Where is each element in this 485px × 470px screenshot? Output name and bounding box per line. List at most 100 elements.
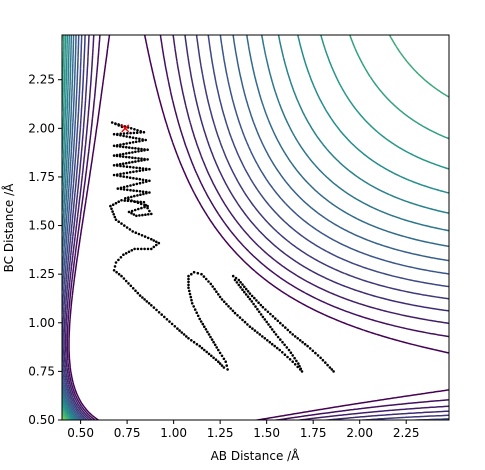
trajectory-point <box>213 287 216 291</box>
trajectory-point <box>132 131 136 135</box>
trajectory-point <box>190 339 193 342</box>
contour-level <box>62 414 66 420</box>
trajectory-point <box>134 231 138 234</box>
trajectory-point <box>207 352 211 356</box>
trajectory-point <box>253 296 256 300</box>
contour-level <box>66 35 449 420</box>
trajectory-point <box>135 177 138 180</box>
trajectory-point <box>250 300 254 303</box>
x-tick-label: 1.00 <box>160 426 187 440</box>
trajectory-point <box>141 139 144 142</box>
trajectory-point <box>281 351 284 354</box>
trajectory-point <box>248 325 252 329</box>
trajectory-point <box>209 335 212 339</box>
trajectory-point <box>127 250 131 254</box>
trajectory-point <box>187 277 190 281</box>
trajectory-point <box>214 358 218 362</box>
trajectory-point <box>120 199 123 202</box>
start-marker-stroke <box>121 124 130 133</box>
trajectory-point <box>148 179 151 183</box>
trajectory-point <box>326 363 329 367</box>
trajectory-point <box>124 279 128 283</box>
trajectory-point <box>243 285 246 289</box>
trajectory-point <box>120 222 123 225</box>
trajectory-point <box>136 129 139 132</box>
trajectory-point <box>134 150 137 154</box>
trajectory-point <box>148 191 151 194</box>
trajectory-point <box>246 290 250 293</box>
trajectory-point <box>119 174 122 178</box>
trajectory-point <box>190 302 194 305</box>
trajectory-point <box>268 340 272 344</box>
trajectory-point <box>209 282 213 286</box>
trajectory-point <box>118 153 122 156</box>
trajectory-point <box>279 321 282 325</box>
trajectory-point <box>316 354 320 357</box>
trajectory-point <box>128 161 131 164</box>
trajectory-point <box>127 282 130 285</box>
trajectory-point <box>117 272 121 276</box>
trajectory-point <box>286 328 290 332</box>
trajectory-point <box>122 165 125 168</box>
trajectory-point <box>301 340 304 344</box>
trajectory-point <box>188 289 191 293</box>
trajectory-point <box>137 207 140 211</box>
trajectory-point <box>115 154 119 158</box>
trajectory-point <box>130 209 134 213</box>
trajectory-point <box>275 346 279 350</box>
trajectory-point <box>128 146 131 149</box>
trajectory-point <box>192 305 195 308</box>
trajectory-point <box>121 162 125 165</box>
trajectory-point <box>259 303 263 307</box>
trajectory-point <box>218 362 222 365</box>
trajectory-point <box>145 300 149 303</box>
trajectory-point <box>138 181 142 185</box>
trajectory-point <box>229 307 232 310</box>
trajectory-point <box>126 188 129 192</box>
trajectory-point <box>295 359 298 363</box>
trajectory-point <box>147 213 150 216</box>
trajectory-point <box>135 131 139 134</box>
trajectory-point <box>122 134 125 138</box>
trajectory-point <box>155 240 158 244</box>
trajectory-point <box>233 311 237 315</box>
trajectory-point <box>118 155 122 158</box>
trajectory-point <box>253 329 257 332</box>
trajectory-point <box>299 367 303 371</box>
trajectory-point <box>212 356 215 360</box>
trajectory-point <box>146 236 150 240</box>
trajectory-point <box>129 188 132 192</box>
trajectory-point <box>254 305 257 308</box>
trajectory-point <box>125 175 129 179</box>
trajectory-point <box>220 298 224 301</box>
trajectory-point <box>128 151 131 155</box>
trajectory-point <box>266 310 270 314</box>
contour-level <box>62 35 449 420</box>
trajectory-point <box>246 295 250 299</box>
trajectory-point <box>289 351 293 355</box>
trajectory-point <box>146 158 149 161</box>
trajectory-point <box>211 285 214 288</box>
trajectory-point <box>144 168 148 171</box>
trajectory-point <box>130 195 133 199</box>
trajectory-point <box>125 145 128 149</box>
trajectory-point <box>217 293 220 296</box>
trajectory-point <box>145 191 148 195</box>
trajectory-point <box>241 283 244 286</box>
trajectory-point <box>165 318 169 321</box>
trajectory-point <box>205 350 208 354</box>
trajectory-point <box>213 343 217 347</box>
trajectory-point <box>122 185 126 189</box>
trajectory-point <box>135 189 139 193</box>
trajectory-point <box>134 140 138 144</box>
y-axis-ticks: 0.50 0.75 1.00 1.25 1.50 1.75 2.00 2.25 <box>28 73 62 427</box>
x-tick-label: 1.50 <box>253 426 280 440</box>
trajectory-point <box>119 172 122 176</box>
trajectory-point <box>127 210 131 214</box>
y-tick-label: 2.25 <box>28 73 55 87</box>
trajectory-point <box>136 200 139 203</box>
y-tick-label: 0.75 <box>28 364 55 378</box>
trajectory-point <box>204 277 208 281</box>
trajectory-point <box>142 130 146 134</box>
trajectory-point <box>157 311 161 314</box>
